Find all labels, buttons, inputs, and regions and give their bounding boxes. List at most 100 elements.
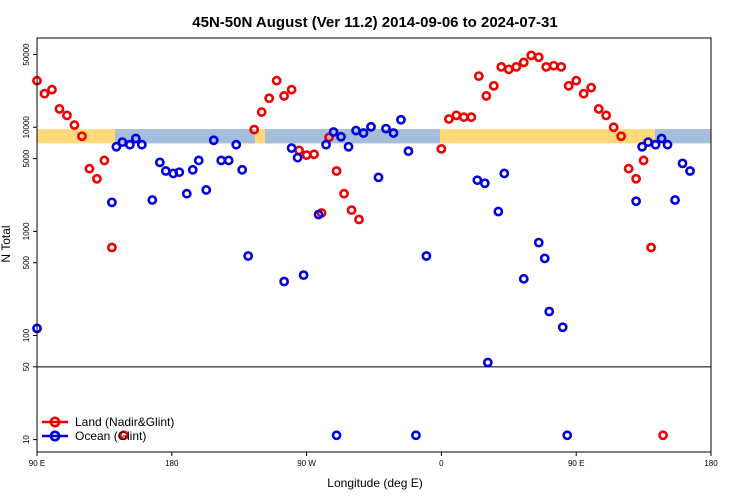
land-point xyxy=(496,61,507,72)
ocean-point xyxy=(557,322,568,333)
land-point xyxy=(473,71,484,82)
land-point xyxy=(541,61,552,72)
land-point xyxy=(586,82,597,93)
land-point xyxy=(658,430,668,441)
ocean-point xyxy=(396,114,406,125)
ocean-point xyxy=(187,164,198,175)
x-axis-label: Longitude (deg E) xyxy=(327,476,422,490)
ocean-point xyxy=(381,123,391,134)
ocean-point xyxy=(343,141,354,152)
data-points xyxy=(32,50,695,441)
ocean-point xyxy=(533,237,544,248)
land-point xyxy=(616,131,627,142)
land-point xyxy=(631,173,642,184)
y-tick-label: 10 xyxy=(22,435,31,444)
land-point xyxy=(608,122,619,133)
ocean-point xyxy=(193,155,204,166)
ocean-point xyxy=(130,133,141,144)
land-point xyxy=(271,75,282,86)
land-point xyxy=(563,80,574,91)
ocean-point xyxy=(631,196,642,207)
ocean-point xyxy=(201,185,212,195)
land-point xyxy=(511,61,522,72)
land-point xyxy=(533,52,544,63)
ocean-point xyxy=(662,139,673,150)
land-point xyxy=(339,188,349,199)
ocean-point xyxy=(637,141,648,152)
land-point xyxy=(443,114,454,124)
ocean-point xyxy=(677,158,688,169)
land-point xyxy=(84,163,95,174)
legend-ocean-label: Ocean (Glint) xyxy=(75,429,146,443)
ocean-point xyxy=(286,143,297,154)
land-point xyxy=(264,93,275,104)
land-point xyxy=(578,88,589,99)
ocean-point xyxy=(421,251,432,261)
ocean-point xyxy=(154,157,165,168)
land-point xyxy=(62,110,72,121)
ocean-point xyxy=(411,430,421,441)
land-point xyxy=(294,145,305,156)
land-point xyxy=(309,149,319,160)
land-point xyxy=(286,84,297,95)
land-point xyxy=(488,80,499,91)
land-point xyxy=(638,155,649,166)
y-tick-label: 50000 xyxy=(22,43,31,66)
x-tick-label: 180 xyxy=(165,459,179,468)
ocean-point xyxy=(181,188,192,199)
ocean-point xyxy=(499,168,510,179)
ocean-point xyxy=(279,276,290,287)
ocean-point xyxy=(313,209,324,220)
ocean-point xyxy=(243,251,254,261)
x-tick-label: 180 xyxy=(704,459,718,468)
land-point xyxy=(39,88,50,99)
ocean-point xyxy=(331,430,342,441)
x-tick-label: 90 E xyxy=(29,459,45,468)
land-point xyxy=(571,75,582,86)
land-point xyxy=(77,131,87,142)
x-tick-label: 90 E xyxy=(568,459,584,468)
land-point xyxy=(69,120,80,130)
x-tick-label: 0 xyxy=(439,459,444,468)
y-tick-label: 10000 xyxy=(22,116,31,139)
band-blue-segment xyxy=(655,129,711,144)
ocean-point xyxy=(160,166,171,176)
ocean-point xyxy=(685,166,695,176)
land-point xyxy=(451,110,462,121)
land-point xyxy=(458,112,469,123)
ocean-point xyxy=(147,195,158,205)
ocean-point xyxy=(237,164,248,175)
land-point xyxy=(526,50,537,61)
ocean-point xyxy=(106,197,117,208)
ocean-point xyxy=(216,155,227,166)
ocean-point xyxy=(174,167,185,178)
legend: Land (Nadir&Glint) Ocean (Glint) xyxy=(42,415,174,443)
ocean-point xyxy=(544,306,555,317)
ocean-point xyxy=(562,430,573,441)
land-point xyxy=(106,242,117,253)
land-point xyxy=(92,173,102,184)
ocean-point xyxy=(493,206,504,217)
ocean-point xyxy=(472,175,483,186)
ocean-point xyxy=(656,133,667,144)
ocean-point xyxy=(321,139,331,150)
ocean-point xyxy=(358,128,369,138)
y-axis-ticks: 10 50 100 500 1000 5000 10000 50000 xyxy=(22,43,37,444)
band-blue-segment xyxy=(115,129,255,144)
land-point xyxy=(331,166,342,176)
ocean-point xyxy=(670,195,680,205)
land-point xyxy=(256,107,267,117)
ocean-point xyxy=(479,178,490,189)
ocean-point xyxy=(388,128,399,138)
plot-frame xyxy=(36,37,712,453)
y-axis-label: N Total xyxy=(0,225,13,262)
ocean-point xyxy=(539,253,550,264)
ocean-point xyxy=(136,139,147,150)
legend-land-label: Land (Nadir&Glint) xyxy=(75,415,174,429)
land-point xyxy=(466,112,477,123)
land-point xyxy=(301,150,312,161)
ocean-point xyxy=(231,139,242,150)
land-point xyxy=(518,57,529,68)
land-point xyxy=(54,104,65,114)
chart-title: 45N-50N August (Ver 11.2) 2014-09-06 to … xyxy=(192,14,557,31)
